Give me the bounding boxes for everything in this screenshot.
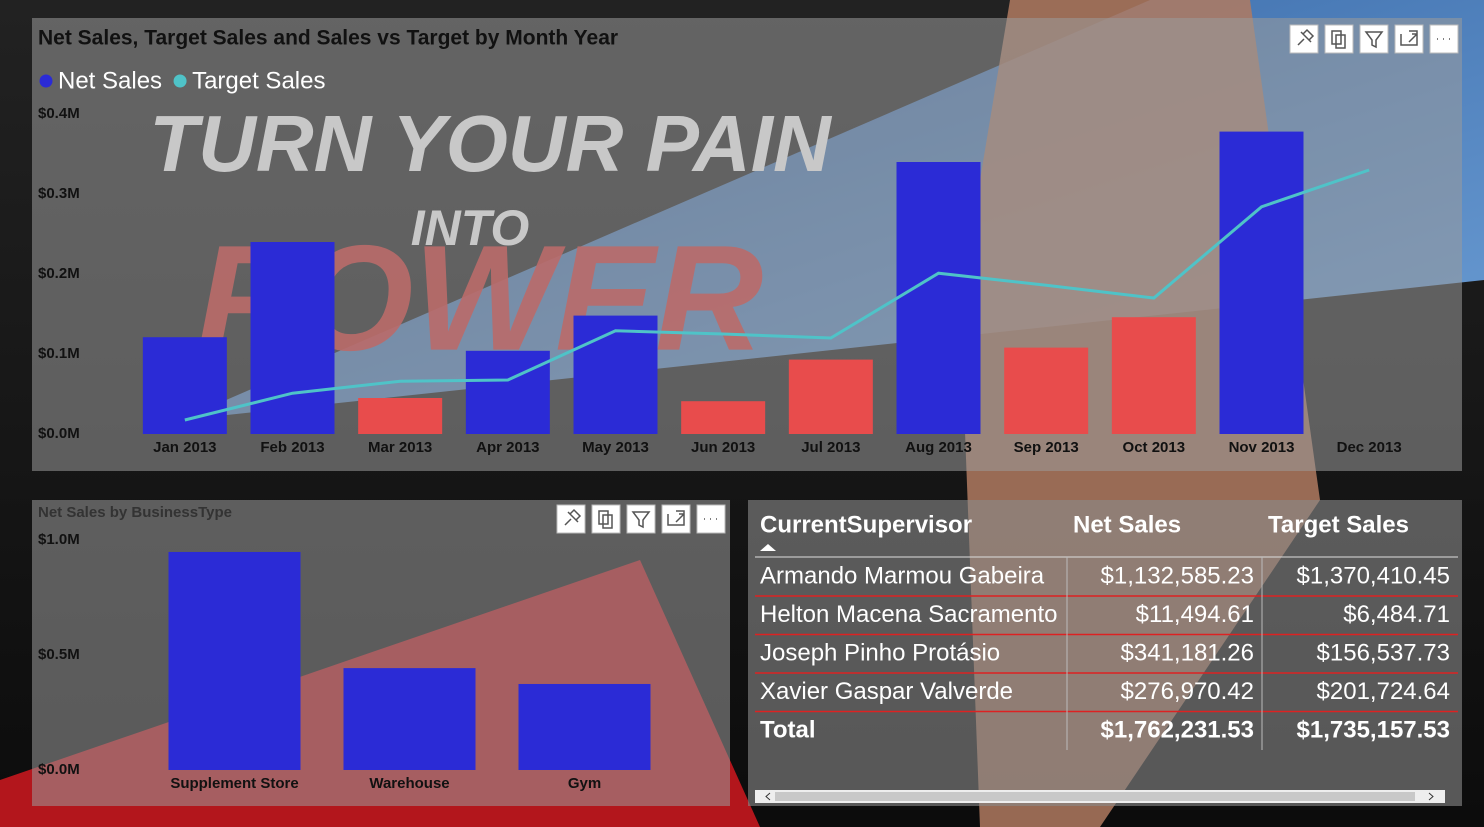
y-tick-label: $0.3M — [38, 185, 80, 202]
column-header: Target Sales — [1268, 511, 1409, 538]
x-tick-label: Warehouse — [369, 775, 449, 792]
bar — [343, 668, 476, 770]
bar — [788, 359, 873, 434]
bar — [168, 551, 301, 770]
y-tick-label: $0.0M — [38, 761, 80, 778]
sort-indicator[interactable] — [760, 544, 776, 551]
x-tick-label: Feb 2013 — [260, 439, 324, 456]
x-tick-label: Jun 2013 — [691, 439, 755, 456]
x-tick-label: Gym — [568, 775, 601, 792]
bar — [681, 401, 766, 434]
x-tick-label: Supplement Store — [170, 775, 298, 792]
bar — [1004, 347, 1089, 434]
bar — [1111, 317, 1196, 434]
copy-button[interactable] — [591, 504, 621, 534]
table-cell: $201,724.64 — [1317, 678, 1450, 705]
bar — [142, 337, 227, 434]
focus-button[interactable] — [661, 504, 691, 534]
bar — [518, 683, 651, 770]
y-tick-label: $0.0M — [38, 425, 80, 442]
copy-button[interactable] — [1324, 24, 1354, 54]
bar — [358, 398, 443, 434]
pin-button[interactable] — [1289, 24, 1319, 54]
table-cell: Armando Marmou Gabeira — [760, 562, 1045, 589]
table-cell: $11,494.61 — [1136, 601, 1254, 628]
table-panel — [748, 500, 1462, 806]
x-tick-label: Jan 2013 — [153, 439, 216, 456]
bar — [896, 162, 981, 434]
pin-button[interactable] — [556, 504, 586, 534]
x-tick-label: Nov 2013 — [1229, 439, 1295, 456]
bar — [573, 315, 658, 434]
legend-marker — [39, 74, 53, 88]
total-cell: Total — [760, 716, 816, 743]
focus-button[interactable] — [1394, 24, 1424, 54]
table-cell: Joseph Pinho Protásio — [760, 639, 1000, 666]
x-tick-label: Mar 2013 — [368, 439, 432, 456]
table-cell: $6,484.71 — [1343, 601, 1450, 628]
total-cell: $1,762,231.53 — [1101, 716, 1254, 743]
y-tick-label: $0.1M — [38, 345, 80, 362]
table-cell: $276,970.42 — [1121, 678, 1254, 705]
legend-label: Net Sales — [58, 67, 162, 94]
legend-label: Target Sales — [192, 67, 325, 94]
table-scrollbar[interactable] — [755, 790, 1445, 803]
legend-marker — [173, 74, 187, 88]
filter-button[interactable] — [626, 504, 656, 534]
bar — [465, 350, 550, 434]
x-tick-label: Sep 2013 — [1014, 439, 1079, 456]
x-tick-label: Oct 2013 — [1123, 439, 1186, 456]
table-cell: Xavier Gaspar Valverde — [760, 678, 1013, 705]
x-tick-label: May 2013 — [582, 439, 649, 456]
y-tick-label: $0.4M — [38, 105, 80, 122]
column-header: Net Sales — [1073, 511, 1181, 538]
chart-title: Net Sales, Target Sales and Sales vs Tar… — [38, 27, 618, 50]
visual-toolbar — [1289, 24, 1459, 54]
table-cell: $1,132,585.23 — [1101, 562, 1254, 589]
total-cell: $1,735,157.53 — [1297, 716, 1450, 743]
more-button[interactable] — [1429, 24, 1459, 54]
y-tick-label: $0.5M — [38, 646, 80, 663]
chart-title: Net Sales by BusinessType — [38, 504, 232, 521]
y-tick-label: $1.0M — [38, 531, 80, 548]
more-button[interactable] — [696, 504, 726, 534]
table-cell: Helton Macena Sacramento — [760, 601, 1058, 628]
visual-toolbar — [556, 504, 726, 534]
bar — [250, 242, 335, 434]
column-header: CurrentSupervisor — [760, 511, 972, 538]
x-tick-label: Apr 2013 — [476, 439, 539, 456]
x-tick-label: Dec 2013 — [1337, 439, 1402, 456]
x-tick-label: Jul 2013 — [801, 439, 860, 456]
line — [184, 168, 1370, 422]
table-cell: $341,181.26 — [1121, 639, 1254, 666]
y-tick-label: $0.2M — [38, 265, 80, 282]
table-cell: $1,370,410.45 — [1297, 562, 1450, 589]
bar — [1219, 131, 1304, 434]
table-cell: $156,537.73 — [1317, 639, 1450, 666]
x-tick-label: Aug 2013 — [905, 439, 972, 456]
filter-button[interactable] — [1359, 24, 1389, 54]
